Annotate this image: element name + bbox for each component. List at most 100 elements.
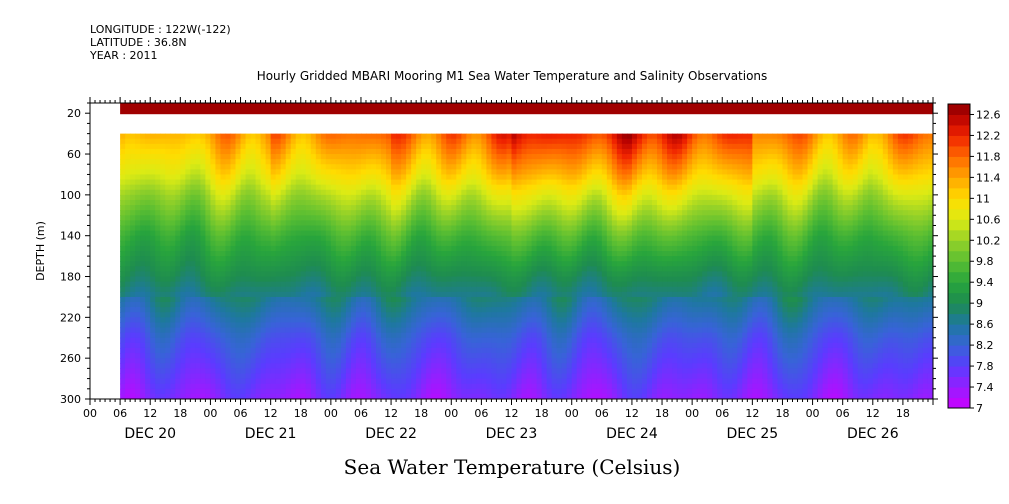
heat-cell: [486, 363, 493, 369]
heat-cell: [150, 143, 156, 150]
heat-cell: [285, 393, 292, 399]
heat-cell: [401, 143, 407, 150]
heat-cell: [345, 143, 352, 150]
heat-cell: [461, 286, 467, 293]
heat-cell: [481, 251, 488, 257]
heat-cell: [401, 322, 407, 329]
heat-cell: [320, 230, 327, 237]
heat-cell: [155, 327, 161, 334]
heat-cell: [581, 383, 588, 390]
heat-cell: [516, 368, 523, 375]
heat-cell: [255, 307, 262, 313]
heat-cell: [255, 373, 262, 380]
heat-cell: [591, 393, 598, 399]
heat-cell: [516, 235, 523, 242]
heat-cell: [230, 276, 237, 283]
heat-cell: [486, 368, 493, 375]
heat-cell: [436, 133, 442, 140]
heat-cell: [205, 230, 212, 237]
heat-cell: [386, 148, 392, 155]
heat-cell: [581, 322, 588, 329]
heat-cell: [436, 393, 442, 399]
heat-cell: [195, 307, 201, 313]
heat-cell: [285, 337, 292, 344]
heat-cell: [265, 199, 272, 206]
heat-cell: [451, 388, 457, 395]
heat-cell: [436, 169, 442, 176]
heat-cell: [491, 327, 498, 334]
heat-cell: [320, 378, 327, 385]
heat-cell: [556, 342, 563, 349]
heat-cell: [205, 393, 212, 399]
heat-cell: [295, 225, 302, 232]
heat-cell: [491, 169, 498, 176]
heat-cell: [521, 194, 528, 201]
heat-cell: [541, 302, 548, 308]
heat-cell: [381, 138, 387, 145]
heat-cell: [120, 205, 126, 211]
heat-cell: [521, 184, 528, 191]
heat-cell: [210, 322, 217, 329]
heat-cell: [526, 240, 533, 247]
heat-cell: [175, 327, 181, 334]
heat-cell: [325, 261, 332, 267]
heat-cell: [506, 210, 513, 216]
heat-cell: [386, 164, 392, 170]
heat-cell: [200, 378, 207, 385]
heat-cell: [406, 205, 412, 211]
heat-cell: [250, 337, 257, 344]
heat-cell: [451, 261, 457, 267]
heat-cell: [270, 286, 277, 293]
heat-cell: [145, 220, 151, 227]
heat-cell: [290, 235, 297, 242]
heat-cell: [225, 184, 232, 191]
heat-cell: [571, 291, 578, 298]
heat-cell: [305, 245, 312, 252]
heat-cell: [200, 174, 207, 181]
heat-cell: [330, 342, 337, 349]
heat-cell: [456, 342, 462, 349]
heat-cell: [340, 138, 347, 145]
heat-cell: [140, 205, 146, 211]
heat-cell: [315, 393, 322, 399]
heat-cell: [431, 184, 437, 191]
heat-cell: [215, 261, 222, 267]
heat-cell: [190, 189, 196, 196]
heat-cell: [421, 189, 427, 196]
heat-cell: [300, 133, 307, 140]
heat-cell: [476, 332, 482, 339]
heat-cell: [340, 220, 347, 227]
heat-cell: [280, 245, 287, 252]
heat-cell: [200, 266, 207, 273]
heat-cell: [310, 205, 317, 211]
heat-cell: [566, 179, 573, 186]
heat-cell: [215, 143, 222, 150]
heat-cell: [561, 383, 568, 390]
heat-cell: [431, 215, 437, 221]
heat-cell: [245, 312, 252, 318]
heat-cell: [511, 220, 518, 227]
heat-cell: [371, 353, 377, 359]
heat-cell: [195, 159, 201, 165]
heat-cell: [280, 307, 287, 313]
heat-cell: [195, 179, 201, 186]
heat-cell: [586, 154, 593, 160]
heat-cell: [325, 174, 332, 181]
heat-cell: [476, 358, 482, 364]
heat-cell: [541, 164, 548, 170]
heat-cell: [190, 322, 196, 329]
heat-cell: [546, 378, 553, 385]
heat-cell: [536, 240, 543, 247]
heat-cell: [125, 133, 131, 140]
heat-cell: [581, 358, 588, 364]
heat-cell: [456, 266, 462, 273]
heat-cell: [125, 368, 131, 375]
heat-cell: [185, 143, 191, 150]
heat-cell: [431, 373, 437, 380]
heat-cell: [406, 189, 412, 196]
heat-cell: [260, 266, 267, 273]
heat-cell: [345, 271, 352, 278]
heat-cell: [491, 302, 498, 308]
heat-cell: [556, 261, 563, 267]
heat-cell: [551, 215, 558, 221]
